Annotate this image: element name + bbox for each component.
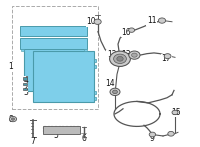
Bar: [33, 51, 94, 102]
Bar: [94, 91, 96, 94]
Text: 8: 8: [8, 115, 13, 124]
Circle shape: [158, 18, 166, 23]
Bar: [20, 38, 87, 49]
Text: 15: 15: [171, 108, 180, 117]
Text: 11: 11: [147, 16, 156, 25]
Text: 14: 14: [105, 79, 114, 88]
Circle shape: [9, 116, 17, 122]
Text: 3: 3: [23, 88, 28, 97]
Bar: [23, 77, 27, 80]
Circle shape: [164, 54, 171, 59]
Text: 16: 16: [121, 27, 131, 37]
Circle shape: [113, 90, 117, 94]
Circle shape: [132, 53, 137, 57]
Text: 5: 5: [54, 131, 58, 141]
Circle shape: [94, 19, 101, 24]
Circle shape: [172, 110, 178, 115]
Text: 17: 17: [162, 54, 171, 63]
Text: 1: 1: [8, 62, 13, 71]
Circle shape: [110, 51, 130, 66]
Bar: [94, 65, 96, 68]
Bar: [23, 88, 27, 90]
Bar: [84, 49, 87, 51]
Bar: [24, 40, 85, 91]
Circle shape: [117, 56, 123, 61]
Text: 12: 12: [107, 50, 116, 59]
Circle shape: [110, 88, 120, 96]
Text: 7: 7: [30, 137, 35, 146]
Bar: [12, 6, 98, 109]
Text: 6: 6: [81, 134, 86, 143]
Bar: [43, 126, 80, 134]
Text: 4: 4: [23, 76, 28, 85]
Bar: [20, 26, 87, 36]
Circle shape: [129, 51, 140, 59]
Text: 10: 10: [86, 17, 96, 26]
Text: 9: 9: [150, 134, 154, 143]
Bar: [21, 49, 24, 51]
Text: 13: 13: [122, 50, 131, 59]
Text: 2: 2: [23, 82, 28, 92]
Circle shape: [11, 118, 15, 120]
Bar: [94, 97, 96, 100]
Bar: [23, 83, 27, 85]
Circle shape: [114, 54, 126, 64]
Circle shape: [149, 132, 156, 137]
Circle shape: [168, 131, 174, 136]
Bar: [94, 59, 96, 62]
Circle shape: [129, 28, 135, 32]
